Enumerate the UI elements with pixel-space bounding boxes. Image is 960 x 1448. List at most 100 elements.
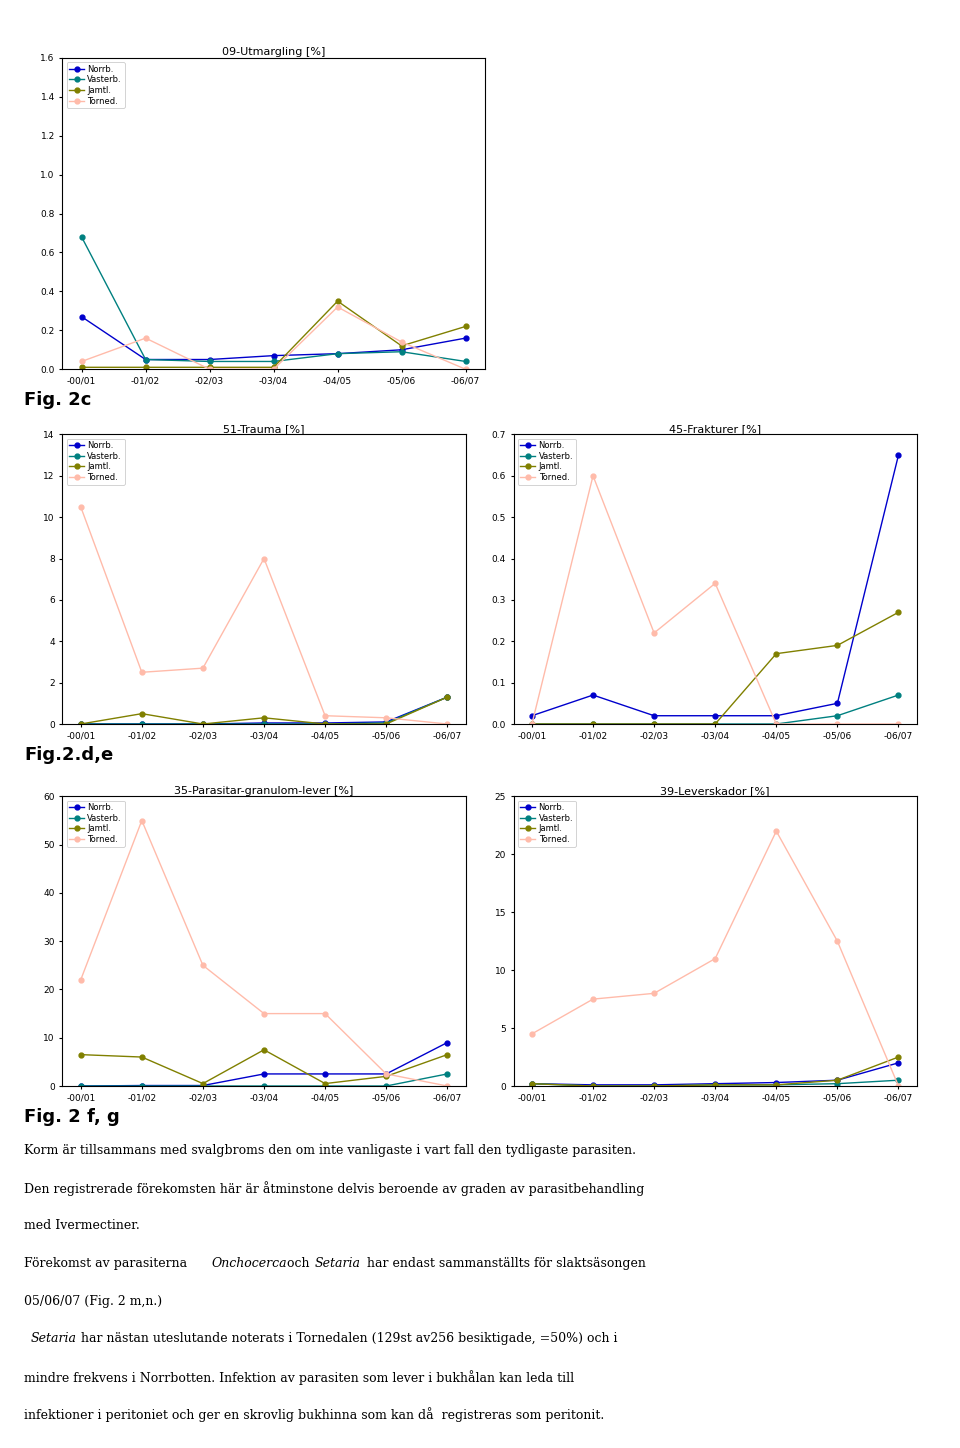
Jamtl.	[831, 1072, 843, 1089]
Norrb.	[893, 446, 904, 463]
Jamtl.	[588, 715, 599, 733]
Norrb.	[197, 715, 208, 733]
Text: mindre frekvens i Norrbotten. Infektion av parasiten som lever i bukhålan kan le: mindre frekvens i Norrbotten. Infektion …	[24, 1370, 574, 1384]
Vasterb.	[140, 350, 152, 368]
Torned.	[140, 330, 152, 348]
Jamtl.	[136, 1048, 148, 1066]
Jamtl.	[460, 317, 471, 334]
Vasterb.	[831, 707, 843, 724]
Vasterb.	[258, 715, 270, 733]
Norrb.	[526, 1074, 538, 1092]
Text: har endast sammanställts för slaktsäsongen: har endast sammanställts för slaktsäsong…	[363, 1257, 646, 1270]
Jamtl.	[893, 604, 904, 621]
Vasterb.	[526, 715, 538, 733]
Norrb.	[258, 714, 270, 731]
Norrb.	[396, 342, 407, 359]
Norrb.	[771, 707, 782, 724]
Torned.	[75, 498, 86, 515]
Torned.	[197, 957, 208, 975]
Norrb.	[460, 330, 471, 348]
Text: Fig. 2 f, g: Fig. 2 f, g	[24, 1108, 120, 1125]
Torned.	[831, 715, 843, 733]
Jamtl.	[648, 715, 660, 733]
Vasterb.	[442, 1066, 453, 1083]
Torned.	[709, 575, 721, 592]
Line: Vasterb.: Vasterb.	[79, 695, 449, 727]
Norrb.	[648, 1076, 660, 1093]
Line: Jamtl.: Jamtl.	[79, 695, 449, 727]
Vasterb.	[197, 715, 208, 733]
Jamtl.	[396, 337, 407, 355]
Line: Jamtl.: Jamtl.	[530, 610, 900, 727]
Torned.	[442, 1077, 453, 1095]
Line: Torned.: Torned.	[79, 504, 449, 727]
Torned.	[136, 663, 148, 681]
Line: Vasterb.: Vasterb.	[79, 235, 468, 363]
Torned.	[320, 707, 331, 724]
Vasterb.	[75, 1077, 86, 1095]
Title: 35-Parasitar-granulom-lever [%]: 35-Parasitar-granulom-lever [%]	[175, 786, 353, 795]
Text: Onchocerca: Onchocerca	[211, 1257, 287, 1270]
Torned.	[380, 1066, 392, 1083]
Vasterb.	[648, 1077, 660, 1095]
Torned.	[771, 715, 782, 733]
Text: infektioner i peritoniet och ger en skrovlig bukhinna som kan då  registreras so: infektioner i peritoniet och ger en skro…	[24, 1407, 604, 1422]
Text: har nästan uteslutande noterats i Tornedalen (129st av256 besiktigade, =50%) och: har nästan uteslutande noterats i Torned…	[77, 1332, 617, 1345]
Jamtl.	[320, 715, 331, 733]
Norrb.	[893, 1054, 904, 1072]
Jamtl.	[140, 359, 152, 376]
Vasterb.	[588, 1077, 599, 1095]
Norrb.	[526, 707, 538, 724]
Line: Norrb.: Norrb.	[79, 695, 449, 727]
Torned.	[75, 972, 86, 989]
Vasterb.	[893, 686, 904, 704]
Norrb.	[588, 686, 599, 704]
Norrb.	[136, 1077, 148, 1095]
Torned.	[320, 1005, 331, 1022]
Line: Torned.: Torned.	[530, 828, 900, 1089]
Jamtl.	[771, 644, 782, 662]
Jamtl.	[75, 1045, 86, 1063]
Norrb.	[75, 1077, 86, 1095]
Vasterb.	[893, 1072, 904, 1089]
Jamtl.	[320, 1074, 331, 1092]
Text: Fig.2.d,e: Fig.2.d,e	[24, 746, 113, 763]
Line: Jamtl.: Jamtl.	[530, 1054, 900, 1089]
Legend: Norrb., Vasterb., Jamtl., Torned.: Norrb., Vasterb., Jamtl., Torned.	[66, 439, 125, 485]
Jamtl.	[136, 705, 148, 723]
Vasterb.	[136, 715, 148, 733]
Torned.	[396, 333, 407, 350]
Jamtl.	[893, 1048, 904, 1066]
Torned.	[526, 1025, 538, 1043]
Line: Jamtl.: Jamtl.	[79, 298, 468, 369]
Jamtl.	[258, 1041, 270, 1058]
Norrb.	[320, 1066, 331, 1083]
Line: Norrb.: Norrb.	[79, 314, 468, 362]
Vasterb.	[204, 353, 215, 371]
Torned.	[771, 822, 782, 840]
Title: 51-Trauma [%]: 51-Trauma [%]	[224, 424, 304, 433]
Text: Korm är tillsammans med svalgbroms den om inte vanligaste i vart fall den tydlig: Korm är tillsammans med svalgbroms den o…	[24, 1144, 636, 1157]
Vasterb.	[75, 715, 86, 733]
Norrb.	[197, 1077, 208, 1095]
Jamtl.	[588, 1077, 599, 1095]
Torned.	[648, 624, 660, 641]
Torned.	[258, 550, 270, 568]
Jamtl.	[526, 715, 538, 733]
Norrb.	[204, 350, 215, 368]
Torned.	[588, 990, 599, 1008]
Jamtl.	[709, 715, 721, 733]
Torned.	[442, 715, 453, 733]
Norrb.	[332, 345, 344, 362]
Line: Jamtl.: Jamtl.	[79, 1047, 449, 1086]
Legend: Norrb., Vasterb., Jamtl., Torned.: Norrb., Vasterb., Jamtl., Torned.	[517, 801, 576, 847]
Legend: Norrb., Vasterb., Jamtl., Torned.: Norrb., Vasterb., Jamtl., Torned.	[66, 801, 125, 847]
Jamtl.	[771, 1076, 782, 1093]
Norrb.	[380, 714, 392, 731]
Norrb.	[831, 695, 843, 712]
Jamtl.	[332, 292, 344, 310]
Jamtl.	[442, 1045, 453, 1063]
Norrb.	[709, 1074, 721, 1092]
Line: Vasterb.: Vasterb.	[530, 1077, 900, 1089]
Jamtl.	[526, 1074, 538, 1092]
